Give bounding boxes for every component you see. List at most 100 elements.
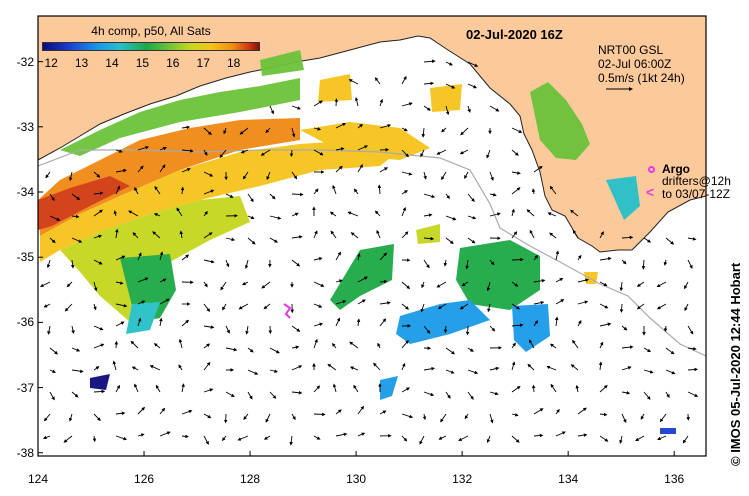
current-vector [423,81,434,86]
current-vector [665,347,675,355]
current-vector [49,237,56,244]
current-vector [159,407,166,415]
current-vector [261,281,271,289]
current-vector [437,303,447,309]
current-vector [511,187,521,195]
current-vector [49,369,57,373]
current-vector [313,281,325,287]
current-vector [329,211,337,217]
current-vector [636,281,645,287]
date-title: 02-Jul-2020 16Z [466,27,563,42]
current-vector [93,413,101,422]
current-vector [203,388,214,393]
current-vector [265,127,271,134]
current-vector [436,149,447,155]
current-vector [115,149,123,153]
current-vector [357,405,365,415]
current-vector [511,342,516,349]
colorbar-tick-label: 13 [74,56,89,70]
current-vector [423,171,427,180]
current-vector [330,230,337,239]
current-vector [221,435,227,441]
current-vector [115,168,127,173]
current-vector [159,164,166,173]
y-tick-label: -38 [16,445,34,460]
current-vector [313,385,321,393]
current-vector [621,259,627,265]
current-vector [489,259,495,266]
current-vector [243,413,249,421]
current-vector [291,259,301,267]
x-tick-label: 124 [27,472,49,486]
current-vector [137,277,149,283]
current-vector [69,171,73,182]
current-vector [599,412,608,417]
current-vector [445,215,457,221]
current-vector [555,299,565,305]
current-vector [621,325,628,331]
current-vector [237,435,249,441]
current-vector [467,105,471,113]
argo-track [283,303,292,319]
current-vector [635,435,645,442]
current-vector [153,343,161,349]
current-vector [137,165,144,173]
current-vector [115,435,128,441]
current-vector [379,301,391,305]
current-vector [443,259,448,267]
current-vector [269,391,277,399]
y-tick-label: -32 [16,54,34,69]
current-vector [335,251,341,261]
current-vector [260,149,271,156]
current-vector [570,364,579,371]
current-vector [656,303,667,310]
current-vector [572,229,579,239]
current-vector [554,316,559,327]
current-vector [511,435,520,443]
current-vector [357,123,363,129]
current-vector [419,435,425,445]
current-vector [436,281,447,288]
current-vector [374,210,381,217]
x-tick-label: 126 [134,472,155,486]
current-vector [657,435,667,441]
current-vector [313,338,318,349]
current-vector [486,281,491,292]
current-vector [401,435,408,442]
current-vector [240,149,249,154]
current-vector [621,391,631,395]
current-vector [621,345,634,349]
current-vector [115,321,125,327]
current-vector [93,191,104,196]
plot-frame [37,15,707,457]
current-vector [377,184,382,195]
y-tick-label: -35 [16,250,34,265]
current-vector [247,215,255,220]
current-vector [379,167,388,173]
current-vector [572,339,579,349]
drifter-marker-icon: < [646,184,655,200]
current-vector [291,325,301,332]
current-vector [467,193,475,202]
current-vector [619,435,623,444]
current-vector [374,77,381,85]
current-vector [331,343,337,349]
current-vector [489,391,499,396]
current-vector [181,149,194,153]
current-vector [178,364,183,371]
current-vector [467,61,479,67]
current-vector [445,83,456,89]
current-vector [665,391,670,398]
current-vector [401,102,413,107]
current-vector [114,340,119,349]
current-vector [511,385,521,393]
current-vector [353,188,359,195]
current-vector [423,59,436,64]
legend-product: NRT00 GSL [598,43,664,57]
current-vector [467,347,474,352]
current-vector [45,171,51,179]
current-vector [242,171,249,180]
current-vector [132,232,139,239]
current-vector [349,366,359,371]
current-vector [220,281,227,291]
